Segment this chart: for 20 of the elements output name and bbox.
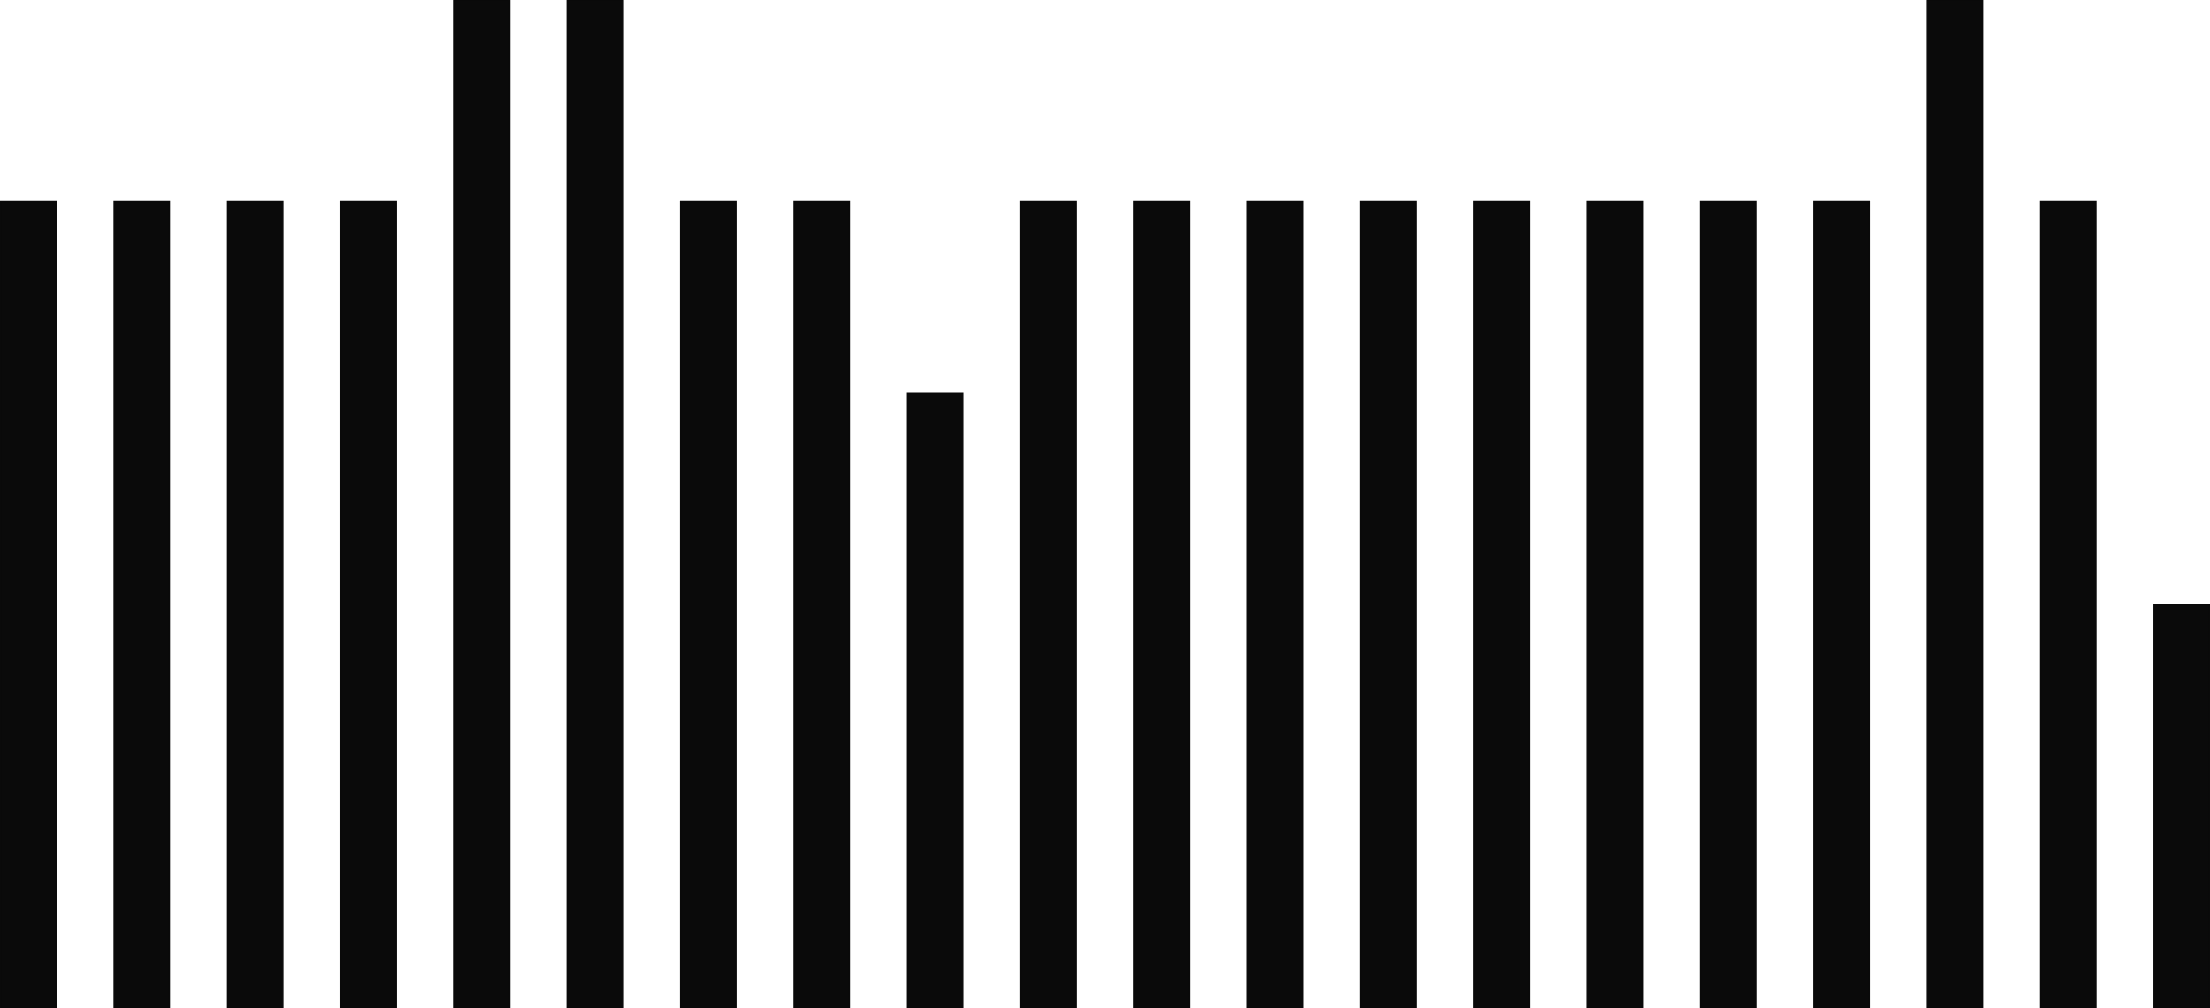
bar xyxy=(1586,200,1644,1008)
bar xyxy=(679,200,737,1008)
bar xyxy=(793,200,851,1008)
bar xyxy=(906,392,964,1008)
bar xyxy=(226,200,284,1008)
bar xyxy=(1813,200,1871,1008)
bar xyxy=(0,200,57,1008)
bar xyxy=(1359,200,1417,1008)
bar xyxy=(453,0,511,1008)
bar xyxy=(1246,200,1304,1008)
bar xyxy=(1133,200,1191,1008)
bar xyxy=(113,200,171,1008)
bar xyxy=(1926,0,1984,1008)
bar xyxy=(566,0,624,1008)
bar xyxy=(339,200,397,1008)
bar xyxy=(1019,200,1077,1008)
bar xyxy=(1699,200,1757,1008)
bar xyxy=(1473,200,1531,1008)
bar xyxy=(2039,200,2097,1008)
bar xyxy=(2153,604,2210,1008)
